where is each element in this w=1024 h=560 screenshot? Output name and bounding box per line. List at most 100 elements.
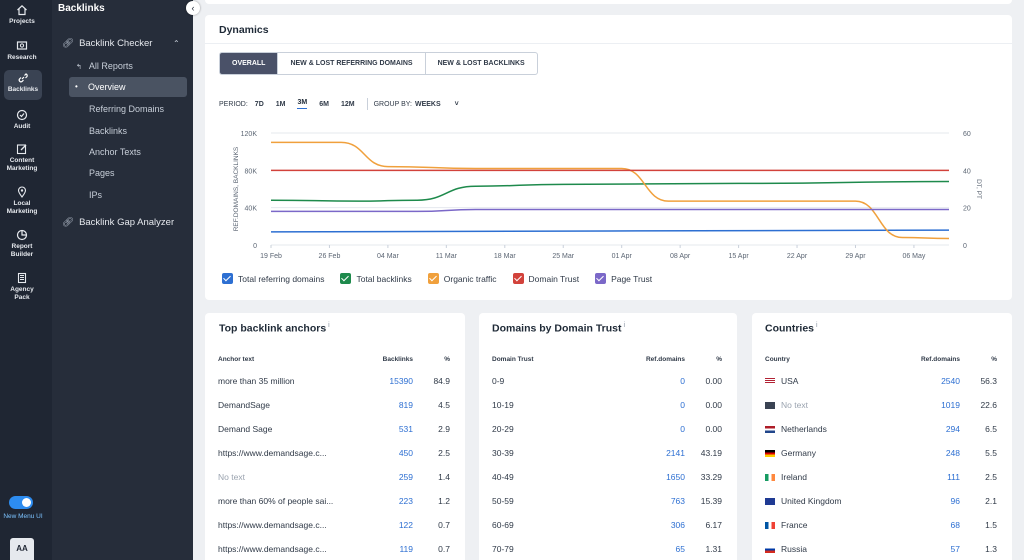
rail-item-local-marketing[interactable]: Local Marketing <box>0 184 44 216</box>
dynamics-chart: 0 0 40K 20 80K 40 120K 60 19 Feb 26 Feb 04 Mar 11 M… <box>233 131 982 260</box>
table-header: Anchor text Backlinks% <box>218 349 450 369</box>
y-tick-label: 120K <box>241 131 258 138</box>
legend-item-backlinks[interactable]: Total backlinks <box>340 273 412 284</box>
nav-item-pages[interactable]: Pages <box>89 168 115 178</box>
group-by-value: WEEKS <box>414 100 441 108</box>
legend-item-page-trust[interactable]: Page Trust <box>595 273 652 284</box>
tab-new-lost-referring-domains[interactable]: NEW & LOST REFERRING DOMAINS <box>278 53 426 74</box>
row-value-link[interactable]: 0 <box>680 376 685 386</box>
card-title-text: Top backlink anchors <box>219 322 327 335</box>
anchors-title: Top backlink anchors i <box>219 322 330 335</box>
tab-overall[interactable]: OVERALL <box>220 53 279 74</box>
nav-item-label: All Reports <box>88 61 133 71</box>
rail-item-backlinks[interactable]: Backlinks <box>4 70 42 100</box>
legend-item-domain-trust[interactable]: Domain Trust <box>512 273 579 284</box>
row-value-link[interactable]: 294 <box>945 424 960 434</box>
info-icon[interactable]: i <box>816 322 818 329</box>
header-domain-trust[interactable]: Domain Trust <box>492 355 534 363</box>
row-value-link[interactable]: 68 <box>950 520 960 530</box>
row-value-link[interactable]: 119 <box>399 544 413 554</box>
row-value-link[interactable]: 0 <box>680 424 685 434</box>
row-value-link[interactable]: 0 <box>680 400 685 410</box>
rail-item-content-marketing[interactable]: Content Marketing <box>0 141 44 173</box>
row-value-link[interactable]: 57 <box>950 544 960 554</box>
nav-item-referring-domains[interactable]: Referring Domains <box>89 104 165 114</box>
period-3m[interactable]: 3M <box>297 99 308 109</box>
period-7d[interactable]: 7D <box>254 100 264 108</box>
header-percent[interactable]: % <box>991 355 997 363</box>
x-tick-label: 04 Mar <box>377 253 399 260</box>
legend-item-referring-domains[interactable]: Total referring domains <box>222 273 324 284</box>
header-ref-domains[interactable]: Ref.domains <box>645 355 685 363</box>
row-value-link[interactable]: 122 <box>398 520 413 530</box>
table-row: https://www.demandsage.c... 450 2.5 <box>218 441 450 465</box>
nav-item-ips[interactable]: IPs <box>89 190 103 200</box>
row-label: more than 35 million <box>218 376 357 386</box>
info-icon[interactable]: i <box>623 322 626 329</box>
nav-item-overview[interactable]: • Overview <box>69 77 187 97</box>
legend-item-organic-traffic[interactable]: Organic traffic <box>427 273 497 284</box>
header-anchor-text[interactable]: Anchor text <box>218 355 255 363</box>
row-value-link[interactable]: 1019 <box>941 400 960 410</box>
rail-item-projects[interactable]: Projects <box>0 2 44 26</box>
checkbox-icon <box>340 273 352 284</box>
row-value-link[interactable]: 763 <box>670 496 685 506</box>
row-value-link[interactable]: 306 <box>670 520 685 530</box>
header-country[interactable]: Country <box>765 355 790 363</box>
row-value-link[interactable]: 96 <box>950 496 960 506</box>
x-tick-label: 19 Feb <box>260 253 282 260</box>
row-label-text: https://www.demandsage.c... <box>218 520 327 530</box>
row-label-text: Netherlands <box>781 424 827 434</box>
period-12m[interactable]: 12M <box>340 100 355 108</box>
header-percent[interactable]: % <box>444 355 450 363</box>
rail-item-audit[interactable]: Audit <box>0 107 44 131</box>
nav-item-backlink-gap-analyzer[interactable]: 🔗︎ Backlink Gap Analyzer <box>62 217 174 228</box>
rail-item-agency-pack[interactable]: Agency Pack <box>0 270 44 302</box>
row-label: more than 60% of people sai... <box>218 496 357 506</box>
row-percent: 2.5 <box>985 472 997 482</box>
row-value-link[interactable]: 531 <box>398 424 413 434</box>
period-1m[interactable]: 1M <box>275 100 286 108</box>
group-by-select[interactable]: WEEKS ˅ <box>415 101 471 108</box>
collapse-nav-button[interactable]: ‹ <box>186 1 200 15</box>
row-percent: 43.19 <box>700 448 722 458</box>
row-value-link[interactable]: 65 <box>675 544 685 554</box>
rail-label: Audit <box>13 123 31 130</box>
nav-item-all-reports[interactable]: ↰ All Reports <box>76 61 133 71</box>
nav-item-label: Overview <box>88 82 126 92</box>
chevron-up-icon[interactable]: ⌃ <box>173 39 180 48</box>
table-row: 50-59 763 15.39 <box>492 489 722 513</box>
header-percent[interactable]: % <box>716 355 722 363</box>
row-label: Russia <box>765 544 890 554</box>
rail-item-research[interactable]: Research <box>0 38 44 62</box>
group-by-label: GROUP BY: <box>373 100 412 108</box>
row-value-link[interactable]: 248 <box>945 448 960 458</box>
row-value-link[interactable]: 2141 <box>666 448 685 458</box>
row-value-link[interactable]: 819 <box>398 400 413 410</box>
row-value-link[interactable]: 111 <box>947 472 960 482</box>
row-value-link[interactable]: 15390 <box>389 376 413 386</box>
new-menu-toggle[interactable] <box>9 496 33 509</box>
row-value-link[interactable]: 259 <box>398 472 413 482</box>
info-icon[interactable]: i <box>328 322 330 329</box>
rail-item-report-builder[interactable]: Report Builder <box>0 227 44 259</box>
nav-group-backlink-checker[interactable]: 🔗︎ Backlink Checker <box>62 38 152 49</box>
avatar[interactable]: AA <box>10 538 34 560</box>
row-label-text: Demand Sage <box>218 424 273 434</box>
header-backlinks[interactable]: Backlinks <box>382 355 413 363</box>
row-label: Netherlands <box>765 424 890 434</box>
row-value-link[interactable]: 223 <box>398 496 413 506</box>
flag-fr-icon <box>765 522 775 530</box>
backlinks-nav: Backlinks 🔗︎ Backlink Checker ⌃ ↰ All Repo… <box>52 0 193 560</box>
row-label: No text <box>218 472 357 482</box>
nav-item-backlinks[interactable]: Backlinks <box>89 126 128 136</box>
header-ref-domains[interactable]: Ref.domains <box>920 355 960 363</box>
row-value-link[interactable]: 1650 <box>666 472 685 482</box>
nav-item-anchor-texts[interactable]: Anchor Texts <box>89 147 141 157</box>
period-6m[interactable]: 6M <box>319 100 329 108</box>
row-label: https://www.demandsage.c... <box>218 448 357 458</box>
row-value-link[interactable]: 450 <box>398 448 413 458</box>
row-value-link[interactable]: 2540 <box>941 376 960 386</box>
nav-item-label: Backlink Gap Analyzer <box>79 217 175 228</box>
tab-new-lost-backlinks[interactable]: NEW & LOST BACKLINKS <box>437 60 525 67</box>
